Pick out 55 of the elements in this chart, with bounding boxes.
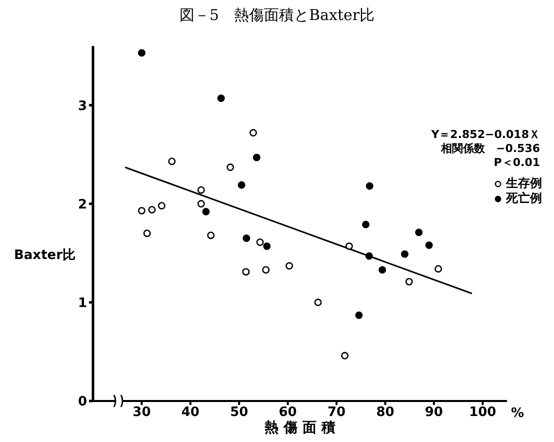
point bbox=[405, 278, 413, 286]
point bbox=[415, 228, 423, 236]
y-tick-label: 0 bbox=[78, 394, 87, 410]
x-tick-label: 80 bbox=[376, 405, 394, 420]
point bbox=[226, 164, 234, 172]
legend-label: 死亡例 bbox=[506, 191, 542, 206]
chart-title: 図－5 熱傷面積とBaxter比 bbox=[178, 6, 376, 25]
point bbox=[262, 266, 270, 274]
y-tick-label: 2 bbox=[78, 197, 87, 212]
point bbox=[252, 154, 260, 162]
point bbox=[217, 94, 225, 102]
x-tick-label: 30 bbox=[132, 405, 151, 420]
x-tick-label: 100 bbox=[469, 405, 496, 420]
point bbox=[202, 208, 210, 216]
point bbox=[256, 238, 264, 246]
point bbox=[263, 242, 271, 250]
point bbox=[168, 158, 176, 166]
point bbox=[341, 352, 349, 360]
annotation: P＜0.01 bbox=[492, 156, 540, 170]
point bbox=[286, 262, 294, 270]
y-axis-title: Baxter比 bbox=[14, 247, 76, 264]
text: % bbox=[511, 406, 524, 421]
point bbox=[365, 252, 373, 260]
legend-label: 生存例 bbox=[506, 176, 542, 191]
point bbox=[345, 242, 353, 250]
annotation: Y＝2.852−0.018Ｘ bbox=[431, 128, 540, 142]
point bbox=[197, 200, 205, 208]
annotation: 相関係数 −0.536 bbox=[440, 142, 540, 156]
point bbox=[138, 49, 146, 57]
point bbox=[400, 250, 408, 258]
point bbox=[378, 266, 386, 274]
point bbox=[314, 298, 322, 306]
point bbox=[355, 311, 363, 319]
x-axis-title: 熱 傷 面 積 bbox=[264, 419, 336, 437]
point bbox=[158, 202, 166, 210]
point bbox=[242, 268, 250, 276]
point bbox=[425, 241, 433, 249]
point bbox=[143, 230, 151, 238]
x-tick-label: 60 bbox=[278, 405, 297, 420]
point bbox=[250, 129, 257, 137]
x-tick-label: 40 bbox=[181, 405, 200, 420]
point bbox=[238, 181, 246, 189]
point bbox=[138, 206, 146, 214]
point bbox=[362, 220, 370, 228]
y-tick-label: 1 bbox=[78, 296, 87, 312]
point bbox=[366, 182, 374, 190]
point bbox=[207, 232, 215, 240]
point bbox=[148, 206, 156, 214]
y-tick-label: 3 bbox=[78, 98, 87, 114]
point bbox=[434, 265, 442, 273]
x-tick-label: 90 bbox=[424, 405, 443, 420]
x-tick-label: 50 bbox=[230, 405, 248, 420]
x-tick-label: 70 bbox=[327, 405, 346, 420]
point bbox=[242, 234, 250, 242]
point bbox=[197, 186, 205, 194]
